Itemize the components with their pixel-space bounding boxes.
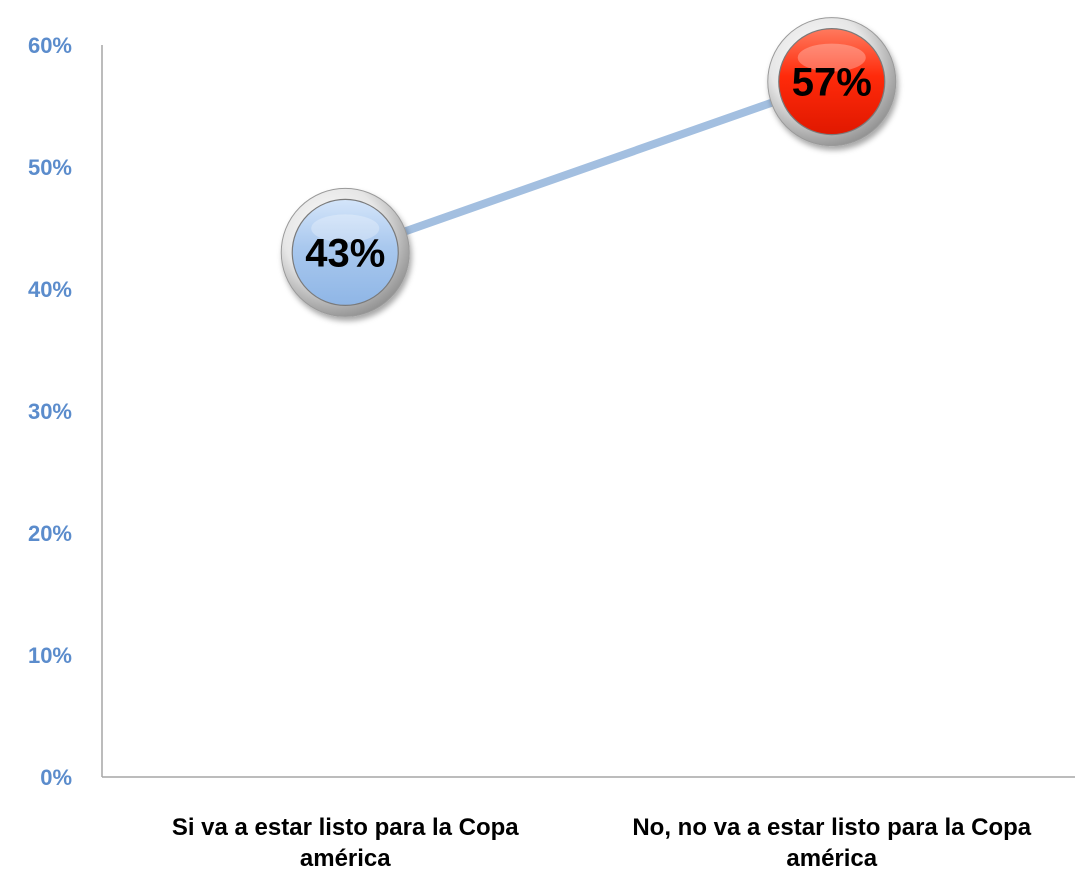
y-tick-label: 10%: [28, 643, 72, 668]
x-category-label: Si va a estar listo para la Copa: [172, 814, 519, 841]
y-tick-label: 0%: [40, 765, 72, 790]
y-axis-ticks: 0% 10% 20% 30% 40% 50% 60%: [28, 33, 72, 790]
y-tick-label: 50%: [28, 155, 72, 180]
series: 43% 57%: [280, 17, 897, 317]
x-category-label: américa: [300, 845, 391, 872]
y-tick-label: 20%: [28, 521, 72, 546]
y-tick-label: 60%: [28, 33, 72, 58]
axes: [101, 45, 1075, 778]
data-label: 57%: [792, 61, 872, 105]
series-line: [341, 77, 836, 257]
data-point-marker: [767, 17, 897, 147]
y-tick-label: 30%: [28, 399, 72, 424]
y-tick-label: 40%: [28, 277, 72, 302]
x-category-label: No, no va a estar listo para la Copa: [632, 814, 1031, 841]
x-category-label: américa: [786, 845, 877, 872]
data-point-marker: [280, 187, 410, 317]
data-label: 43%: [305, 231, 385, 275]
x-axis-categories: Si va a estar listo para la Copa américa N…: [172, 814, 1032, 872]
